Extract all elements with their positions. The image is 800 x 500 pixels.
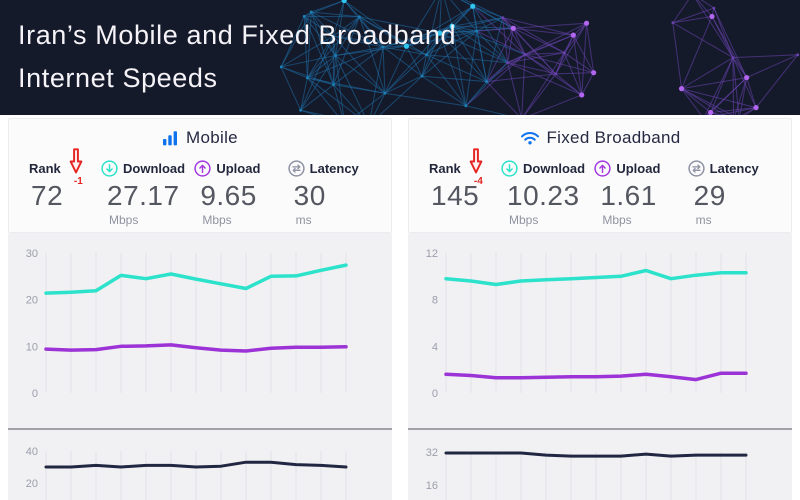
page-title-line2: Internet Speeds — [18, 63, 218, 93]
stat-label: Rank — [29, 161, 61, 176]
stat-label: Latency — [709, 161, 759, 176]
svg-text:8: 8 — [432, 295, 438, 307]
mobile-stats-card: Mobile Rank -1 — [8, 118, 392, 233]
circle-arrow-up-icon — [594, 160, 611, 177]
fixed-stats-row: Rank -4 145 — [409, 148, 791, 227]
fixed-broadband-panel: Fixed Broadband Rank -4 — [408, 118, 792, 500]
signal-bars-icon — [162, 130, 179, 146]
page-title: Iran’s Mobile and Fixed Broadband Intern… — [0, 0, 800, 100]
stat-unit: Mbps — [202, 213, 232, 227]
red-down-block-arrow-icon — [69, 148, 83, 179]
chart-divider — [8, 428, 392, 430]
stat-rank: Rank -4 145 — [429, 148, 501, 227]
mobile-stats-row: Rank -1 72 — [9, 148, 391, 227]
stat-label: Rank — [429, 161, 461, 176]
stat-unit: ms — [695, 213, 712, 227]
stat-unit: Mbps — [602, 213, 632, 227]
rank-change-value: -4 — [473, 176, 483, 187]
svg-text:12: 12 — [426, 248, 438, 260]
stat-label: Download — [523, 161, 586, 176]
fixed-stats-card: Fixed Broadband Rank -4 — [408, 118, 792, 233]
ping-arrows-icon — [288, 160, 305, 177]
svg-text:32: 32 — [426, 447, 438, 459]
fixed-panel-title: Fixed Broadband — [409, 119, 791, 148]
network-constellation-graphic — [280, 0, 800, 115]
mobile-chart-area: 30 20 10 0 40 20 — [8, 233, 392, 500]
page-header: Iran’s Mobile and Fixed Broadband Intern… — [0, 0, 800, 115]
stat-value: 30 — [293, 180, 326, 211]
svg-text:30: 30 — [26, 248, 38, 260]
stat-download: Download 27.17 Mbps — [101, 160, 194, 227]
svg-text:40: 40 — [26, 446, 38, 458]
fixed-panel-title-label: Fixed Broadband — [546, 128, 681, 147]
stat-upload: Upload 9.65 Mbps — [194, 160, 287, 227]
stat-label: Latency — [309, 161, 359, 176]
page-title-line1: Iran’s Mobile and Fixed Broadband — [18, 20, 457, 50]
stat-value: 72 — [31, 180, 64, 211]
stat-latency: Latency 30 ms — [288, 160, 381, 227]
stat-value: 29 — [693, 180, 726, 211]
svg-text:16: 16 — [426, 480, 438, 492]
circle-arrow-down-icon — [101, 160, 118, 177]
stat-unit: ms — [295, 213, 312, 227]
stat-rank: Rank -1 72 — [29, 148, 101, 227]
mobile-panel: Mobile Rank -1 — [8, 118, 392, 500]
mobile-latency-chart: 40 20 — [26, 446, 348, 500]
svg-text:0: 0 — [32, 388, 38, 400]
mobile-panel-title: Mobile — [9, 119, 391, 148]
fixed-chart-area: 12 8 4 0 32 16 — [408, 233, 792, 500]
red-down-block-arrow-icon — [469, 148, 483, 179]
rank-change-value: -1 — [73, 176, 83, 187]
stat-value: 10.23 — [507, 180, 580, 211]
fixed-latency-chart: 32 16 — [426, 447, 748, 500]
circle-arrow-up-icon — [194, 160, 211, 177]
mobile-panel-title-label: Mobile — [186, 128, 238, 147]
stat-unit: Mbps — [509, 213, 539, 227]
stat-download: Download 10.23 Mbps — [501, 160, 594, 227]
rank-change: -1 — [69, 148, 83, 187]
stat-latency: Latency 29 ms — [688, 160, 781, 227]
stat-value: 1.61 — [600, 180, 657, 211]
svg-text:20: 20 — [26, 478, 38, 490]
stat-value: 9.65 — [200, 180, 257, 211]
svg-text:0: 0 — [432, 388, 438, 400]
stat-unit: Mbps — [109, 213, 139, 227]
rank-change: -4 — [469, 148, 483, 187]
stat-value: 27.17 — [107, 180, 180, 211]
wifi-icon — [520, 130, 540, 146]
stat-label: Upload — [216, 161, 261, 176]
stat-label: Upload — [616, 161, 661, 176]
stat-value: 145 — [431, 180, 480, 211]
svg-text:4: 4 — [432, 341, 438, 353]
panels-row: Mobile Rank -1 — [0, 115, 800, 500]
stat-upload: Upload 1.61 Mbps — [594, 160, 687, 227]
chart-divider — [408, 428, 792, 430]
ping-arrows-icon — [688, 160, 705, 177]
stat-label: Download — [123, 161, 186, 176]
mobile-speed-chart: 30 20 10 0 — [26, 248, 348, 400]
circle-arrow-down-icon — [501, 160, 518, 177]
svg-text:20: 20 — [26, 295, 38, 307]
svg-text:10: 10 — [26, 341, 38, 353]
fixed-speed-chart: 12 8 4 0 — [426, 248, 748, 400]
